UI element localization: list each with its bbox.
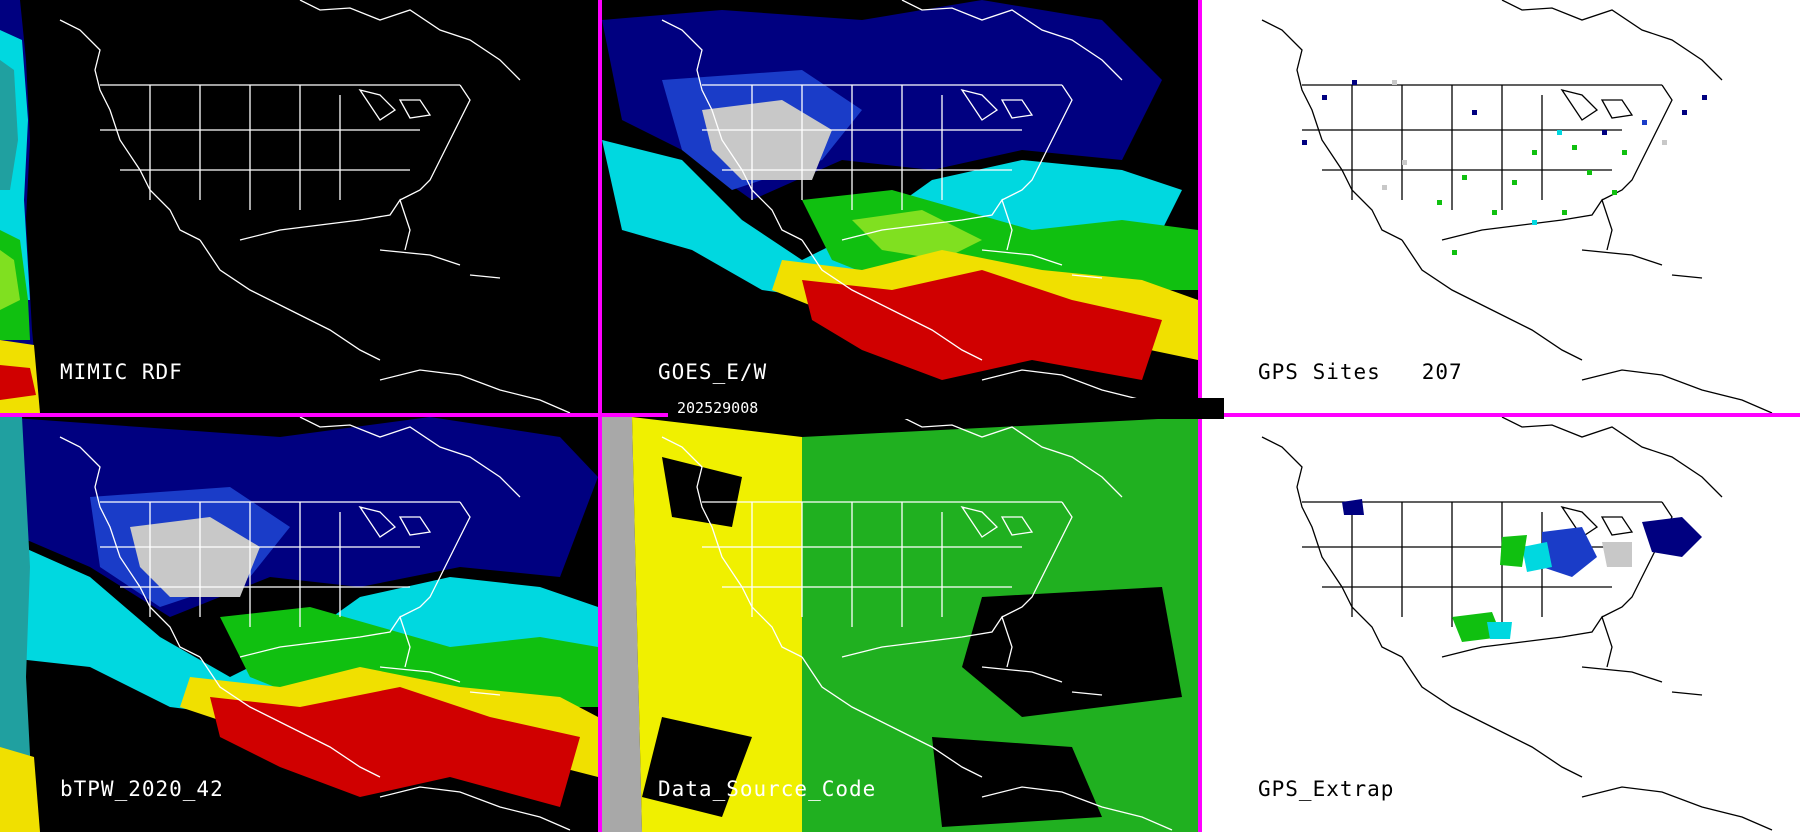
- extrap-green-mw: [1500, 535, 1527, 567]
- gps-sites-map: [1261, 0, 1773, 413]
- source-clear-4: [932, 737, 1102, 827]
- extrap-navy-nw: [1342, 499, 1364, 515]
- tpw-field-cyan: [0, 537, 598, 717]
- tpw-field-grey: [702, 100, 832, 180]
- panel-label: bTPW_2020_42: [60, 777, 224, 801]
- extrap-cyan-gulf: [1487, 622, 1512, 639]
- source-clear-3: [642, 717, 752, 817]
- tpw-band-lime: [0, 250, 20, 310]
- gps-site-markers: [1302, 80, 1707, 255]
- panel-label: Data_Source_Code: [658, 777, 877, 801]
- coastline-outline: [1261, 417, 1773, 831]
- extrap-cyan-mw: [1522, 542, 1552, 572]
- data-source-map: [602, 417, 1198, 832]
- coastline-outline: [59, 0, 571, 413]
- tpw-field-red: [210, 687, 580, 807]
- tpw-band-red: [0, 365, 36, 400]
- tpw-field-grey: [130, 517, 260, 597]
- panel-label: GOES_E/W: [658, 360, 768, 384]
- source-clear-2: [962, 587, 1182, 717]
- tpw-field-lime: [852, 210, 982, 260]
- panel-gps-sites[interactable]: GPS Sites 207: [1202, 0, 1800, 413]
- panel-goes-ew[interactable]: GOES_E/W: [602, 0, 1198, 413]
- panel-gps-extrap[interactable]: GPS_Extrap: [1202, 417, 1800, 832]
- tpw-band-left: [0, 417, 34, 832]
- source-grey: [602, 417, 642, 832]
- mimic-rdf-map: [0, 0, 571, 413]
- goes-ew-map: [602, 0, 1198, 413]
- extrap-blue-mw: [1542, 527, 1597, 577]
- panel-label: GPS_Extrap: [1258, 777, 1395, 801]
- panel-data-source-code[interactable]: Data_Source_Code: [602, 417, 1198, 832]
- panel-btpw-2020-42[interactable]: bTPW_2020_42: [0, 417, 598, 832]
- panel-mimic-rdf[interactable]: MIMIC RDF: [0, 0, 598, 413]
- panel-label: GPS Sites 207: [1258, 360, 1463, 384]
- gps-extrap-map: [1261, 417, 1773, 831]
- coastline-outline: [1261, 0, 1773, 413]
- panel-label: MIMIC RDF: [60, 360, 183, 384]
- extrap-grey-e: [1602, 542, 1632, 567]
- extrap-navy-ne: [1642, 517, 1702, 557]
- source-clear-1: [662, 457, 742, 527]
- timestamp-bar: 202529008: [668, 398, 1224, 419]
- tpw-field-red: [802, 270, 1162, 380]
- tpw-band-teal: [0, 60, 18, 190]
- tpw-band-left-yellow: [0, 747, 40, 832]
- btpw-map: [0, 417, 598, 832]
